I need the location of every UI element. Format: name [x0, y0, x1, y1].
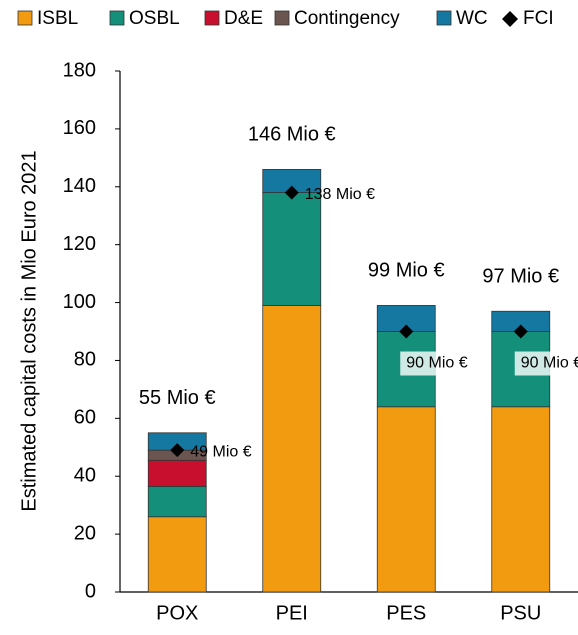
bar-segment [262, 305, 322, 593]
fci-label: 90 Mio € [521, 355, 578, 372]
y-tick-label: 0 [85, 580, 96, 602]
total-label: 99 Mio € [368, 260, 445, 282]
legend-label: WC [456, 8, 488, 29]
legend-swatch [436, 10, 452, 26]
fci-label: 90 Mio € [406, 355, 467, 372]
legend-swatch [274, 10, 290, 26]
total-label: 97 Mio € [482, 266, 559, 288]
y-tick-label: 20 [74, 522, 96, 544]
x-tick-label: PSU [500, 602, 541, 624]
fci-marker [399, 324, 414, 339]
legend-label: FCI [523, 8, 554, 29]
label-background [514, 351, 578, 376]
fci-label: 49 Mio € [190, 443, 251, 460]
y-axis-label: Estimated capital costs in Mio Euro 2021 [18, 150, 40, 511]
legend-swatch [204, 10, 220, 26]
y-tick-label: 120 [63, 233, 96, 255]
x-tick-label: POX [156, 602, 198, 624]
bar-segment [147, 516, 207, 593]
y-tick-label: 140 [63, 175, 96, 197]
fci-marker [284, 185, 299, 200]
y-tick-label: 100 [63, 291, 96, 313]
fci-marker [170, 443, 185, 458]
legend-label: Contingency [294, 8, 400, 29]
legend-swatch [17, 10, 33, 26]
bar-segment [376, 406, 436, 593]
y-tick-label: 60 [74, 407, 96, 429]
legend-marker [502, 11, 518, 27]
y-tick-label: 160 [63, 117, 96, 139]
fci-marker [513, 324, 528, 339]
legend-label: OSBL [129, 8, 180, 29]
bar-segment [262, 192, 322, 306]
bar-segment [147, 459, 207, 487]
x-tick-label: PES [386, 602, 426, 624]
legend-label: D&E [224, 8, 263, 29]
label-background [400, 351, 477, 376]
fci-label: 138 Mio € [305, 186, 375, 203]
total-label: 146 Mio € [248, 124, 336, 146]
x-tick-label: PEI [276, 602, 308, 624]
y-tick-label: 40 [74, 465, 96, 487]
bar-segment [147, 485, 207, 518]
total-label: 55 Mio € [139, 387, 216, 409]
legend-label: ISBL [37, 8, 78, 29]
legend-swatch [109, 10, 125, 26]
bar-segment [491, 406, 551, 593]
y-tick-label: 180 [63, 59, 96, 81]
y-tick-label: 80 [74, 349, 96, 371]
